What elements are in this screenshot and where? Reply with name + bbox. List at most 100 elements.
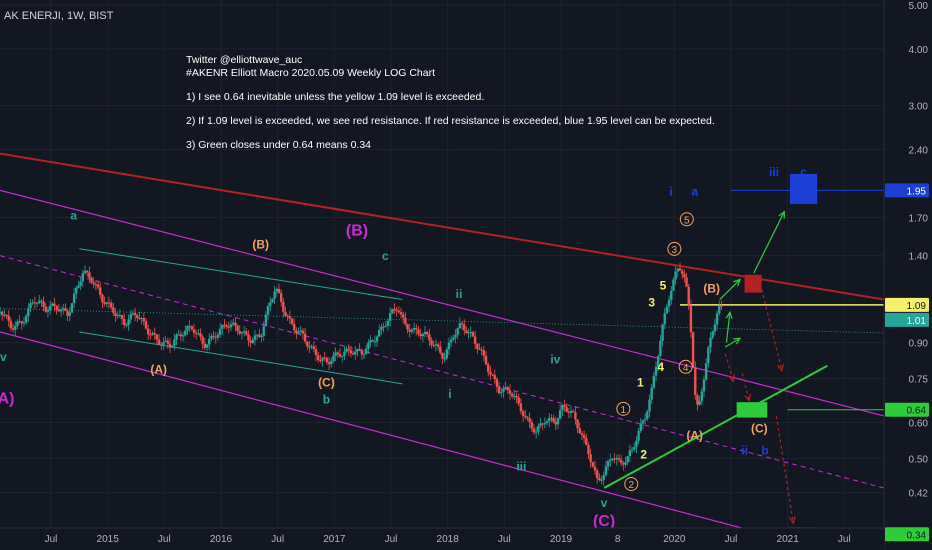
candle-body [639,423,642,431]
candle-body [391,308,394,314]
price-tick-label: 0.90 [909,339,929,350]
time-tick-label: Jul [271,534,284,545]
wave-label: 4 [657,360,664,374]
candle-body [310,346,313,348]
candle-body [685,277,688,287]
candle-body [707,347,710,364]
candle-body [356,348,359,352]
candle-body [284,311,287,316]
red-arrow-down-1 [761,289,783,371]
candle-body [327,362,331,365]
candle-body [430,340,433,345]
candle-body [609,459,612,461]
candle-body [179,334,183,337]
green-arrow-side-head [733,337,742,345]
candle-body [308,346,311,348]
price-level-label: 0.64 [907,406,927,417]
candle-body [38,300,41,303]
wave-label: 1 [637,376,644,390]
candle-body [674,271,677,280]
time-axis: Jul 2015 Jul 2016 Jul 2017 Jul 2018 Jul 2019 8 2020… [0,527,884,550]
candle-body [689,304,693,333]
candle-body [314,349,318,356]
candle-body [297,331,300,334]
candle-body [487,364,490,372]
candle-body [288,316,292,319]
candle-body [412,327,416,330]
candle-body [192,329,196,333]
candle-body [232,322,235,325]
candle-body [11,328,15,330]
candle-body [282,301,285,312]
candle-body [587,444,590,455]
candle-body [626,456,629,463]
candle-body [166,340,170,344]
candle-body [497,386,501,394]
candle-body [271,298,274,303]
price-tick-label: 0.42 [909,489,929,500]
candle-body [70,303,74,313]
candle-body [713,324,717,332]
candle-body [118,314,122,316]
candlestick-series [0,262,723,486]
candle-body [301,330,305,334]
annotation-line-1: Twitter @elliottwave_auc [186,54,303,66]
candle-body [125,324,128,326]
wave-circle-label: 5 [684,215,690,226]
time-tick-label: 2019 [550,534,573,545]
candle-body [691,332,695,368]
candle-body [299,330,302,332]
candle-body [672,279,675,291]
candle-body [273,291,276,299]
candle-body [423,331,427,335]
candle-body [718,305,721,314]
candle-body [482,350,486,356]
grid-lines [0,0,884,528]
candle-body [351,353,355,355]
candle-body [661,324,664,341]
candle-body [552,418,555,423]
candle-body [574,412,577,420]
wave-labels: av(A)(B)(A)(C)b(B)ciiiiviiiv(C)12345(B)(… [0,165,807,530]
candle-body [364,348,368,355]
candle-body [151,333,154,335]
price-level-tag [885,297,929,312]
candle-body [64,308,67,311]
candle-body [362,354,366,356]
candle-body [563,404,566,407]
candle-body [502,388,505,393]
price-axis: 5.00 4.00 3.00 2.40 1.70 1.40 0.90 0.75 0.60 0.50… [883,0,932,550]
candle-body [35,302,39,304]
candle-body [678,268,682,271]
candle-body [619,459,623,463]
candle-body [506,387,510,391]
candle-body [489,371,492,375]
candle-body [622,462,625,465]
price-level-label: 1.01 [907,316,927,327]
candle-body [569,411,573,413]
candle-body [598,478,601,481]
candle-body [133,313,137,316]
green-arrow-up-2-head [778,210,785,219]
price-tick-label: 3.00 [909,102,929,113]
time-tick-label: Jul [725,534,738,545]
price-tick-label: 0.75 [909,374,929,385]
candle-body [663,313,666,325]
candle-body [704,363,708,380]
candle-body [476,343,479,349]
red-arrow-down-3-head [728,374,736,383]
wave-circle [667,241,682,256]
price-tick-label: 1.70 [909,213,929,224]
candle-body [515,395,518,398]
candle-body [652,375,656,388]
inner-channel-upper [79,248,403,301]
candle-body [90,277,93,283]
candle-body [269,302,272,306]
wave-label: i [669,184,672,198]
wave-circle-label: 3 [672,245,678,256]
candle-body [109,302,113,308]
candle-body [96,284,100,288]
time-tick-label: Jul [385,534,398,545]
wave-label: iii [769,165,779,179]
